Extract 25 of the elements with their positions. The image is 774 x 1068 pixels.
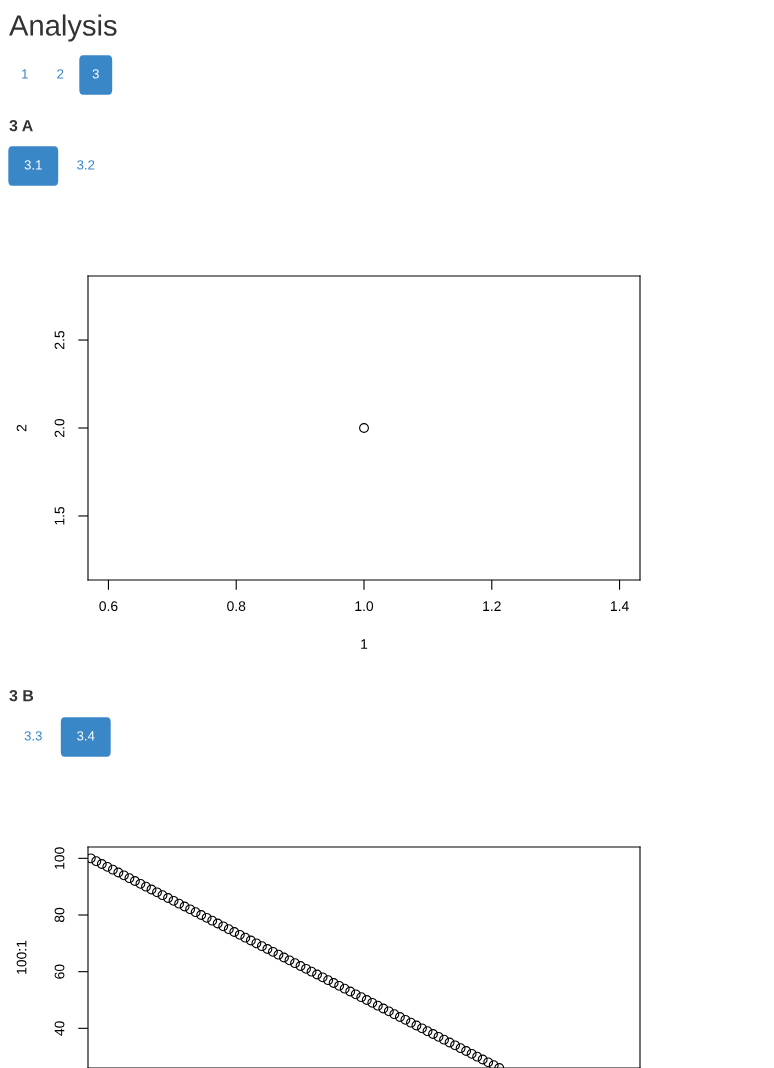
x-tick-label: 1.0: [355, 601, 374, 612]
y-tick-label: 2.0: [54, 418, 65, 437]
text: Analysis: [9, 14, 117, 42]
category-label: 3.2: [77, 160, 95, 170]
y-axis-title: 2: [16, 424, 27, 432]
text: 3 A: [9, 119, 33, 132]
y-tick-label: 40: [54, 1021, 65, 1036]
category-label: 3: [92, 69, 99, 79]
x-tick-label: 1.2: [483, 601, 501, 611]
y-tick-label: 60: [54, 964, 65, 979]
y-tick-label: 2.5: [54, 330, 65, 349]
y-tick-label: 80: [54, 907, 65, 923]
category-label: 1: [22, 69, 28, 79]
x-axis-title: 1: [361, 639, 368, 649]
y-tick-label: 100: [54, 847, 65, 869]
text: 3 B: [9, 689, 34, 702]
category-label: 3.3: [24, 731, 42, 741]
x-tick-label: 1.4: [610, 601, 629, 611]
category-label: 3.4: [77, 731, 95, 741]
y-axis-title: 100:1: [16, 940, 27, 974]
category-label: 2: [57, 69, 64, 79]
x-tick-label: 0.8: [227, 601, 246, 612]
y-tick-label: 1.5: [54, 506, 65, 525]
category-label: 3.1: [24, 160, 42, 170]
x-tick-label: 0.6: [99, 601, 118, 612]
